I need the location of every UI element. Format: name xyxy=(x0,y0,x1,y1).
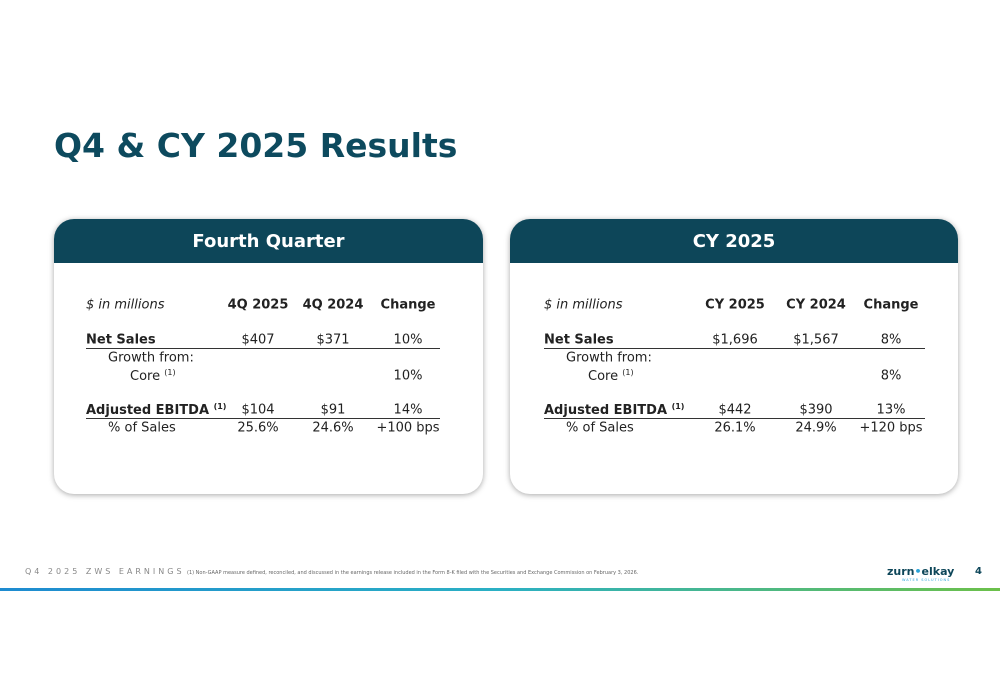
row-label-text: Net Sales xyxy=(544,332,614,348)
row-label: Adjusted EBITDA (1) xyxy=(86,402,226,418)
row-label: Adjusted EBITDA (1) xyxy=(544,402,684,418)
row-label-text: Net Sales xyxy=(86,332,156,348)
footnote: (1) Non-GAAP measure defined, reconciled… xyxy=(187,570,639,576)
row-label: Core (1) xyxy=(588,368,634,384)
row-value: 10% xyxy=(393,332,423,348)
row-label-text: Core xyxy=(130,369,161,385)
units-label: $ in millions xyxy=(86,297,165,313)
row-rule xyxy=(544,348,925,349)
row-value: 8% xyxy=(880,368,902,384)
footer-section: Q4 2025 ZWS EARNINGS xyxy=(25,567,185,576)
logo-dot: • xyxy=(914,565,922,578)
row-label-text: Core xyxy=(588,369,619,385)
logo-left: zurn xyxy=(887,565,915,578)
row-label: Growth from: xyxy=(108,351,194,366)
row-label-text: % of Sales xyxy=(108,420,176,436)
row-value: 25.6% xyxy=(237,420,279,436)
column-header: Change xyxy=(863,297,919,313)
units-label: $ in millions xyxy=(544,297,623,313)
row-value: +100 bps xyxy=(376,420,440,436)
column-header: 4Q 2024 xyxy=(302,297,364,313)
page-number: 4 xyxy=(975,566,982,577)
column-header: CY 2025 xyxy=(705,297,765,313)
row-label-text: Adjusted EBITDA xyxy=(544,403,668,419)
row-rule xyxy=(86,418,440,419)
footer-bar xyxy=(0,588,1000,591)
row-label: % of Sales xyxy=(108,421,176,436)
panel: Fourth Quarter $ in millions 4Q 2025 4Q 202… xyxy=(54,219,483,494)
row-label-text: Growth from: xyxy=(566,350,652,366)
row-value: 14% xyxy=(393,402,423,418)
row-value: 26.1% xyxy=(714,420,756,436)
row-rule xyxy=(86,348,440,349)
footnote-ref: (1) xyxy=(671,401,685,411)
row-value: $1,696 xyxy=(712,332,758,348)
row-label: Growth from: xyxy=(566,351,652,366)
row-rule xyxy=(544,418,925,419)
row-label: Core (1) xyxy=(130,368,176,384)
column-header: CY 2024 xyxy=(786,297,846,313)
row-value: 13% xyxy=(876,402,906,418)
row-label-text: % of Sales xyxy=(566,420,634,436)
row-value: $371 xyxy=(316,332,350,348)
row-value: $407 xyxy=(241,332,275,348)
panel-header: CY 2025 xyxy=(510,219,958,263)
panel-header: Fourth Quarter xyxy=(54,219,483,263)
row-value: 8% xyxy=(880,332,902,348)
slide-title: Q4 & CY 2025 Results xyxy=(54,126,458,165)
row-label: Net Sales xyxy=(86,333,156,348)
logo-right: elkay xyxy=(921,565,955,578)
footnote-ref: (1) xyxy=(164,367,176,377)
row-value: 10% xyxy=(393,368,423,384)
row-value: $104 xyxy=(241,402,275,418)
column-header: Change xyxy=(380,297,436,313)
footnote-ref: (1) xyxy=(622,367,634,377)
column-header: 4Q 2025 xyxy=(227,297,289,313)
panel: CY 2025 $ in millions CY 2025 CY 2024 Change… xyxy=(510,219,958,494)
footnote-ref: (1) xyxy=(213,401,227,411)
row-label: % of Sales xyxy=(566,421,634,436)
row-value: +120 bps xyxy=(859,420,923,436)
row-label-text: Adjusted EBITDA xyxy=(86,403,210,419)
row-value: 24.9% xyxy=(795,420,837,436)
logo-tagline: WATER SOLUTIONS xyxy=(902,578,951,582)
logo: zurn•elkay xyxy=(887,565,954,578)
row-value: 24.6% xyxy=(312,420,354,436)
row-label: Net Sales xyxy=(544,333,614,348)
row-value: $442 xyxy=(718,402,752,418)
row-value: $390 xyxy=(799,402,833,418)
row-value: $91 xyxy=(320,402,346,418)
row-value: $1,567 xyxy=(793,332,839,348)
row-label-text: Growth from: xyxy=(108,350,194,366)
